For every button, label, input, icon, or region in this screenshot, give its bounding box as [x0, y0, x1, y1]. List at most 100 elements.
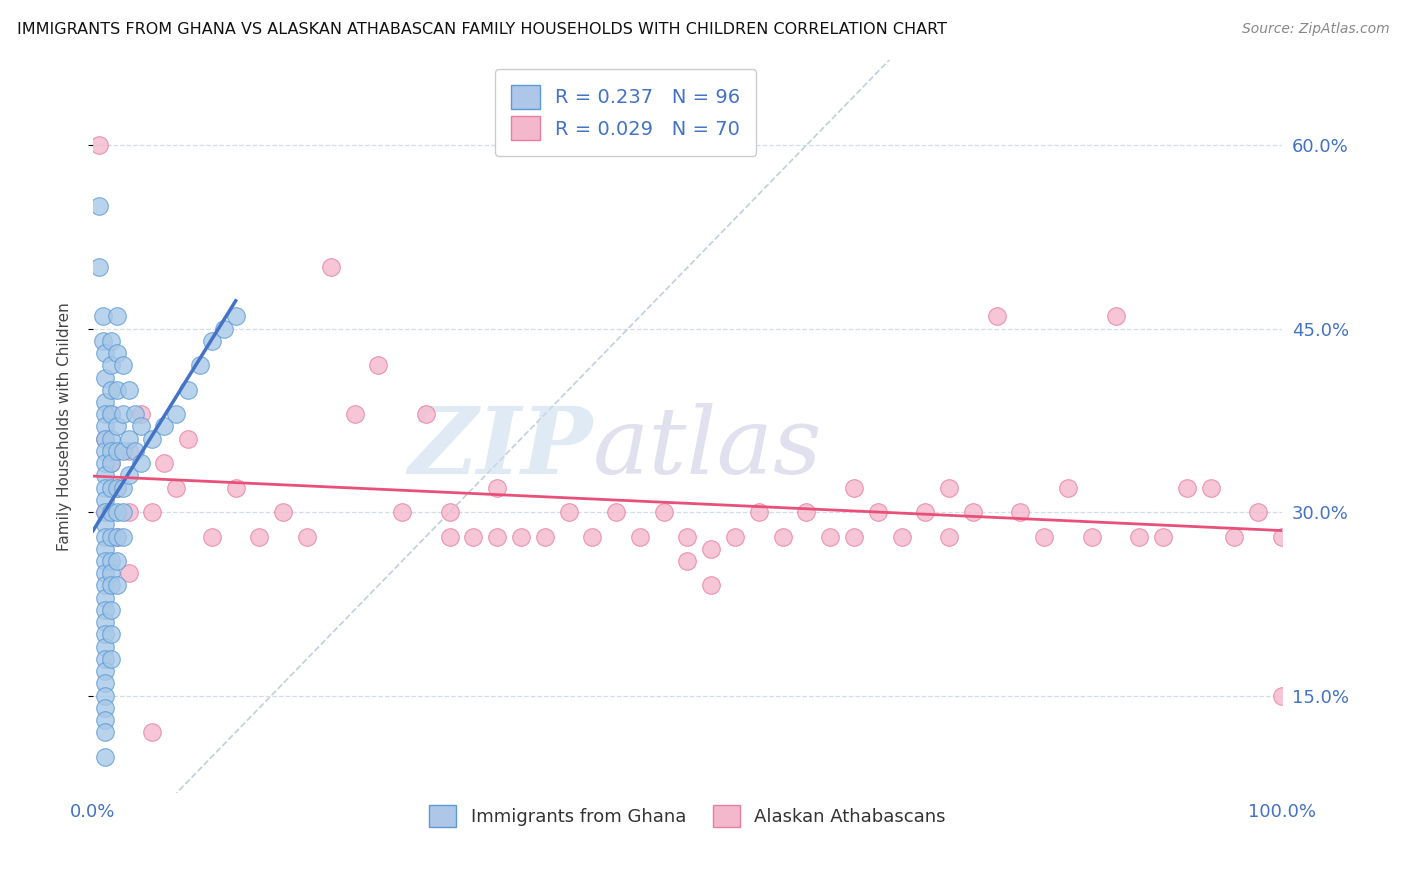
Point	[842, 481, 865, 495]
Point	[100, 456, 122, 470]
Point	[94, 725, 117, 739]
Point	[153, 419, 176, 434]
Point	[100, 444, 122, 458]
Point	[225, 481, 247, 495]
Point	[118, 468, 141, 483]
Point	[188, 359, 211, 373]
Point	[439, 529, 461, 543]
Point	[486, 481, 509, 495]
Point	[94, 627, 117, 641]
Point	[111, 444, 134, 458]
Point	[1271, 689, 1294, 703]
Point	[153, 456, 176, 470]
Point	[1128, 529, 1150, 543]
Point	[124, 407, 146, 421]
Point	[94, 591, 117, 605]
Point	[271, 505, 294, 519]
Point	[748, 505, 770, 519]
Point	[94, 541, 117, 556]
Point	[938, 481, 960, 495]
Point	[94, 664, 117, 678]
Point	[94, 395, 117, 409]
Point	[100, 456, 122, 470]
Point	[94, 346, 117, 360]
Point	[343, 407, 366, 421]
Point	[772, 529, 794, 543]
Point	[866, 505, 889, 519]
Point	[676, 529, 699, 543]
Point	[295, 529, 318, 543]
Point	[94, 652, 117, 666]
Point	[105, 481, 128, 495]
Point	[842, 529, 865, 543]
Point	[249, 529, 271, 543]
Point	[94, 432, 117, 446]
Point	[581, 529, 603, 543]
Point	[94, 615, 117, 629]
Point	[105, 529, 128, 543]
Point	[105, 481, 128, 495]
Point	[700, 578, 723, 592]
Point	[100, 603, 122, 617]
Point	[118, 505, 141, 519]
Point	[676, 554, 699, 568]
Point	[94, 468, 117, 483]
Point	[938, 529, 960, 543]
Point	[94, 456, 117, 470]
Legend: Immigrants from Ghana, Alaskan Athabascans: Immigrants from Ghana, Alaskan Athabasca…	[420, 796, 955, 836]
Y-axis label: Family Households with Children: Family Households with Children	[58, 302, 72, 551]
Point	[87, 199, 110, 213]
Point	[367, 359, 389, 373]
Point	[129, 407, 152, 421]
Point	[94, 432, 117, 446]
Point	[652, 505, 675, 519]
Point	[212, 321, 235, 335]
Point	[1199, 481, 1222, 495]
Point	[111, 529, 134, 543]
Point	[165, 407, 187, 421]
Point	[87, 138, 110, 153]
Text: ZIP: ZIP	[408, 403, 592, 493]
Point	[1271, 529, 1294, 543]
Point	[118, 432, 141, 446]
Point	[100, 334, 122, 348]
Point	[105, 383, 128, 397]
Point	[201, 334, 224, 348]
Point	[201, 529, 224, 543]
Point	[94, 749, 117, 764]
Point	[94, 481, 117, 495]
Point	[91, 334, 114, 348]
Point	[510, 529, 533, 543]
Point	[105, 578, 128, 592]
Point	[796, 505, 818, 519]
Point	[94, 578, 117, 592]
Point	[111, 407, 134, 421]
Point	[100, 383, 122, 397]
Point	[391, 505, 413, 519]
Text: IMMIGRANTS FROM GHANA VS ALASKAN ATHABASCAN FAMILY HOUSEHOLDS WITH CHILDREN CORR: IMMIGRANTS FROM GHANA VS ALASKAN ATHABAS…	[17, 22, 946, 37]
Point	[319, 260, 342, 275]
Point	[1175, 481, 1198, 495]
Point	[94, 492, 117, 507]
Point	[165, 481, 187, 495]
Point	[105, 505, 128, 519]
Point	[463, 529, 485, 543]
Point	[100, 359, 122, 373]
Point	[1057, 481, 1080, 495]
Point	[118, 566, 141, 581]
Point	[87, 260, 110, 275]
Point	[1223, 529, 1246, 543]
Point	[818, 529, 841, 543]
Point	[94, 603, 117, 617]
Point	[105, 529, 128, 543]
Point	[94, 566, 117, 581]
Point	[1104, 310, 1126, 324]
Point	[94, 640, 117, 654]
Point	[94, 689, 117, 703]
Point	[890, 529, 912, 543]
Point	[100, 652, 122, 666]
Point	[141, 505, 163, 519]
Text: Source: ZipAtlas.com: Source: ZipAtlas.com	[1241, 22, 1389, 37]
Point	[105, 310, 128, 324]
Point	[1247, 505, 1270, 519]
